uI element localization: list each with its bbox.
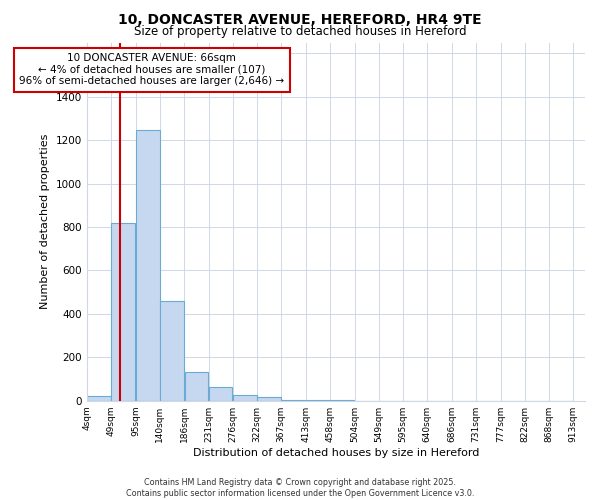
Text: Size of property relative to detached houses in Hereford: Size of property relative to detached ho…: [134, 25, 466, 38]
Bar: [257, 398, 281, 400]
Bar: [87, 396, 111, 400]
Text: Contains HM Land Registry data © Crown copyright and database right 2025.
Contai: Contains HM Land Registry data © Crown c…: [126, 478, 474, 498]
Bar: [233, 396, 257, 400]
Bar: [209, 386, 232, 400]
Y-axis label: Number of detached properties: Number of detached properties: [40, 134, 50, 310]
Text: 10, DONCASTER AVENUE, HEREFORD, HR4 9TE: 10, DONCASTER AVENUE, HEREFORD, HR4 9TE: [118, 12, 482, 26]
Bar: [185, 372, 208, 400]
Bar: [160, 301, 184, 400]
Bar: [136, 130, 160, 400]
Text: 10 DONCASTER AVENUE: 66sqm
← 4% of detached houses are smaller (107)
96% of semi: 10 DONCASTER AVENUE: 66sqm ← 4% of detac…: [19, 53, 284, 86]
Bar: [112, 222, 135, 400]
X-axis label: Distribution of detached houses by size in Hereford: Distribution of detached houses by size …: [193, 448, 479, 458]
